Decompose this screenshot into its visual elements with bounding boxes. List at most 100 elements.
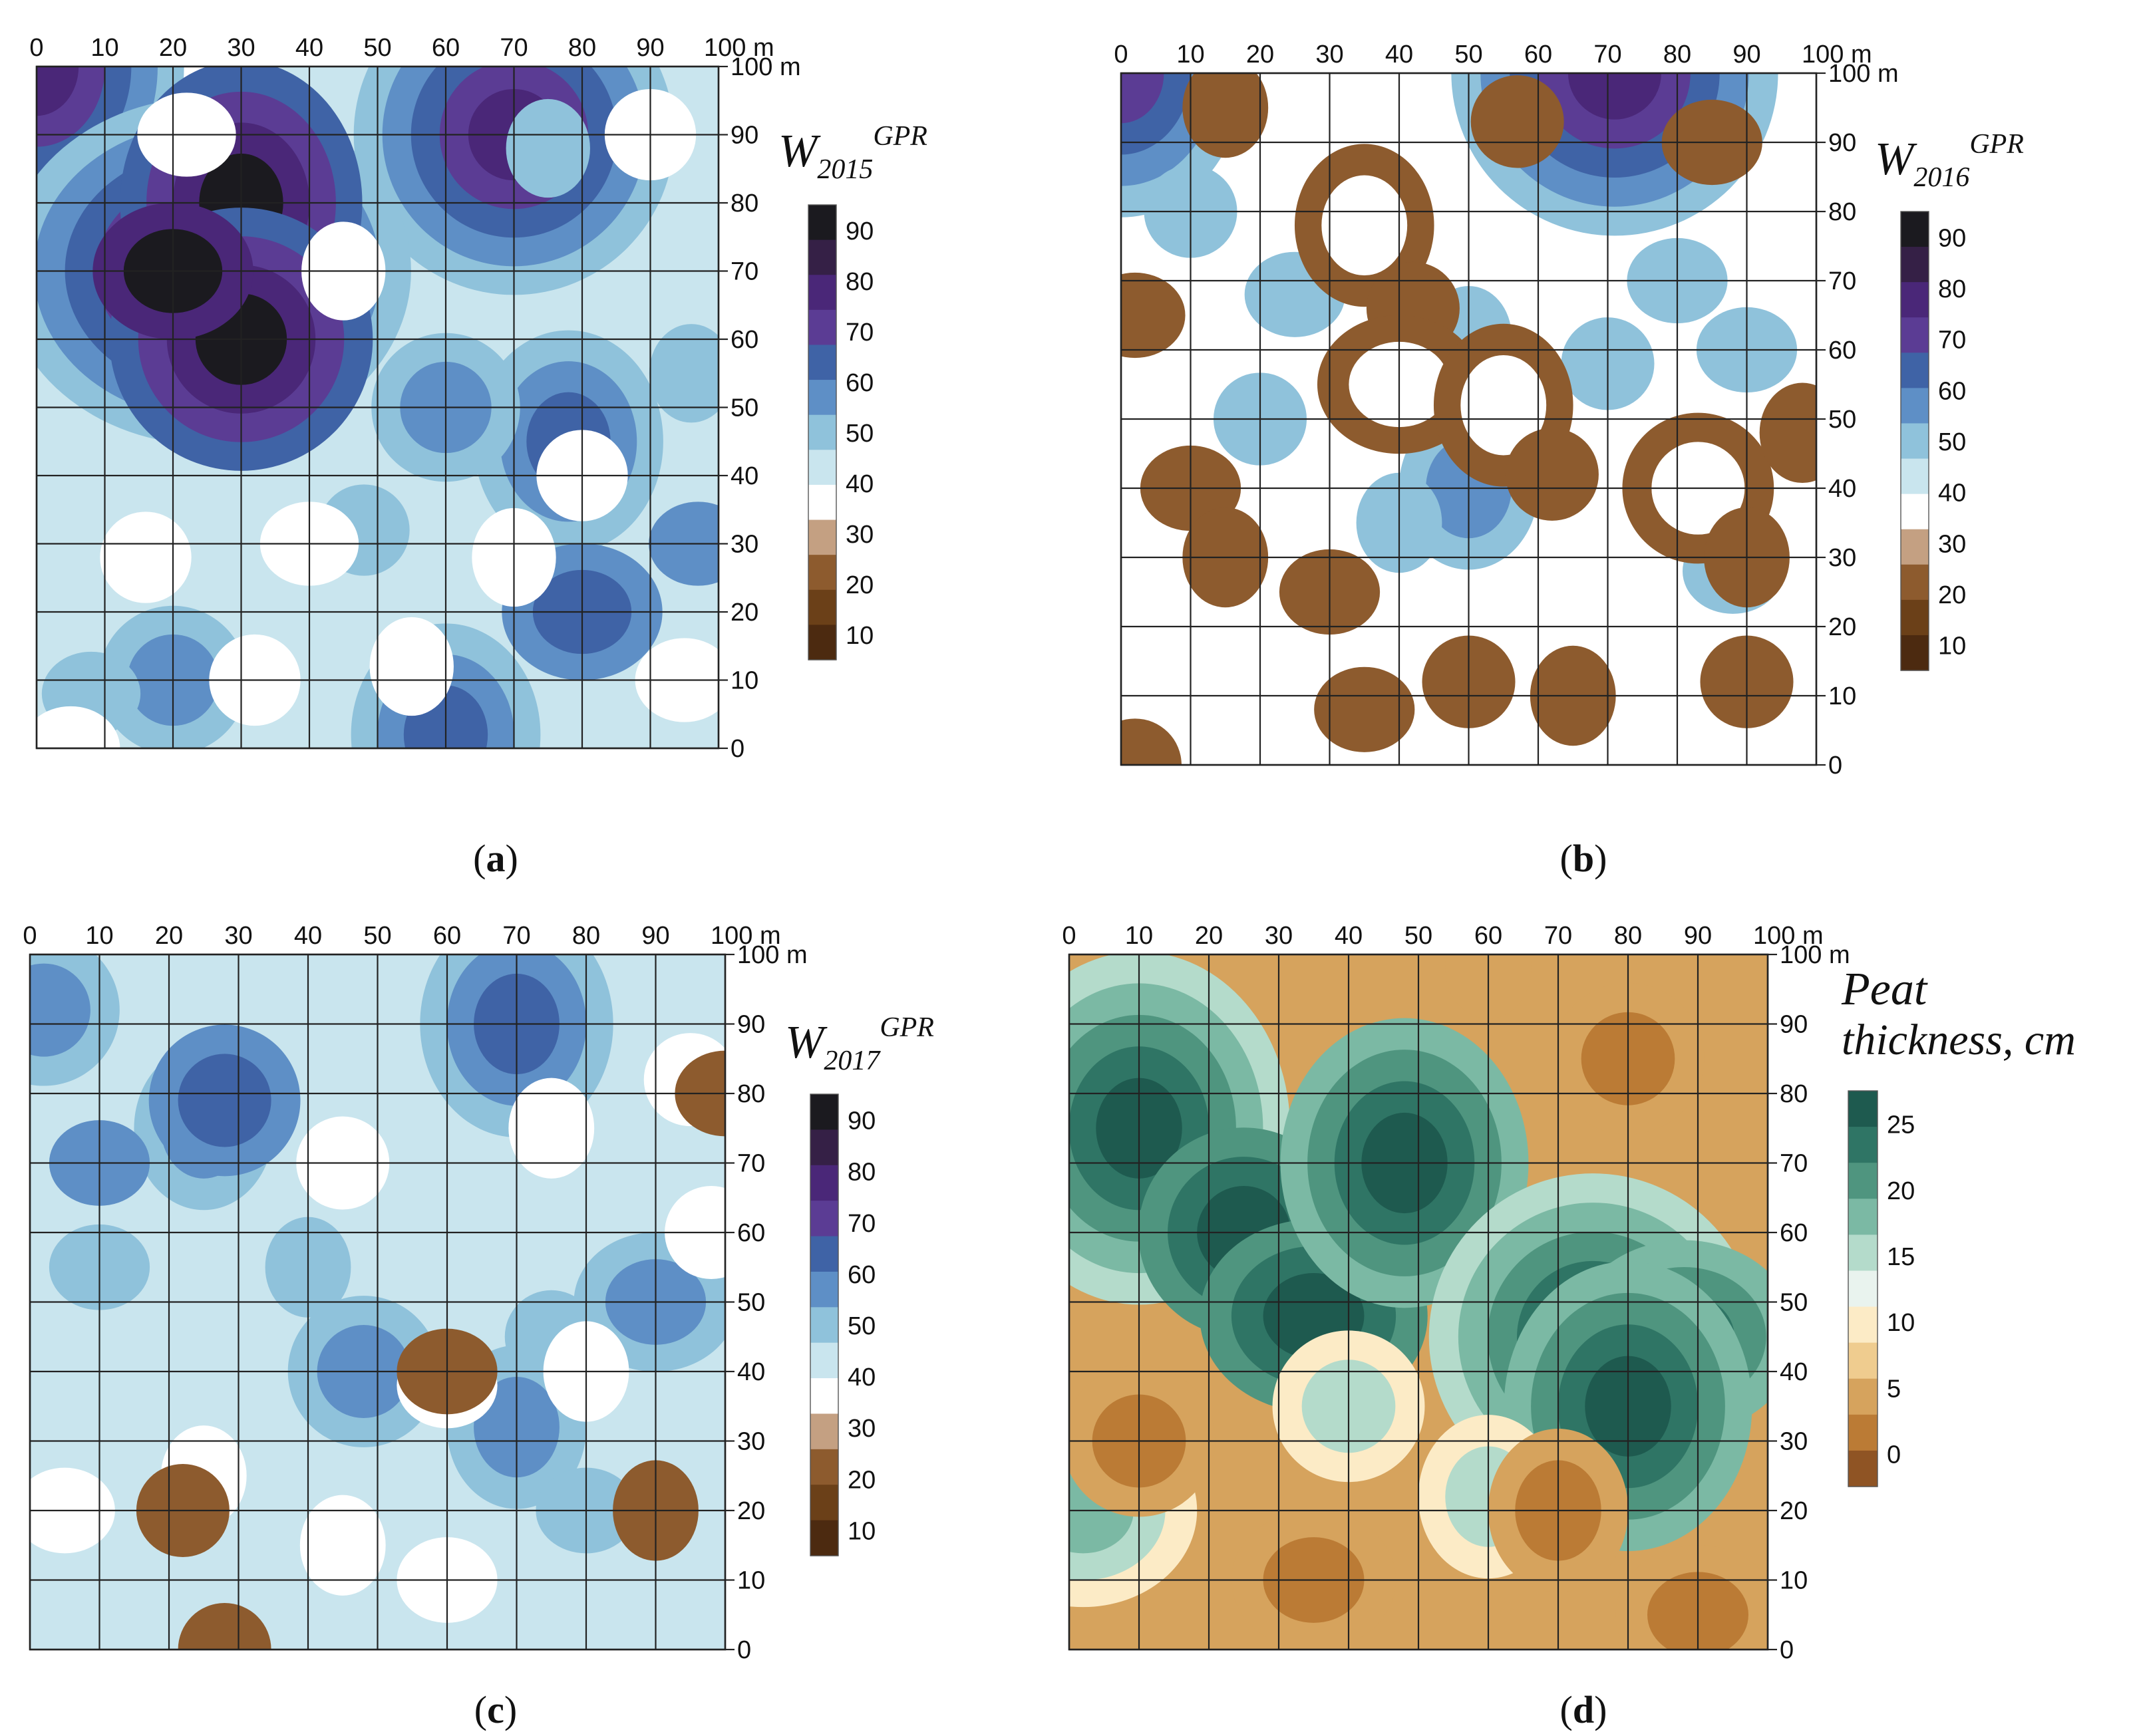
y-tick-label: 30 bbox=[737, 1428, 765, 1456]
legend-swatch bbox=[808, 589, 836, 625]
contour-blob bbox=[1567, 73, 1661, 120]
legend-swatch bbox=[808, 555, 836, 591]
legend-swatch bbox=[810, 1520, 838, 1556]
x-tick-label: 10 bbox=[1176, 41, 1204, 69]
x-tick-label: 50 bbox=[1404, 922, 1432, 950]
x-tick-label: 100 m bbox=[1753, 922, 1824, 950]
contour-blob bbox=[1121, 73, 1164, 124]
y-tick-label: 30 bbox=[1828, 544, 1856, 572]
contour-blob bbox=[369, 617, 454, 716]
panel-caption: (b) bbox=[1560, 837, 1607, 880]
y-tick-label: 90 bbox=[1828, 129, 1856, 157]
color-legend: 90 80 70 60 50 40 30 20 10 bbox=[808, 204, 874, 660]
y-tick-label: 90 bbox=[1780, 1011, 1808, 1039]
x-tick-label: 60 bbox=[1474, 922, 1502, 950]
legend-swatch bbox=[808, 519, 836, 555]
contour-blob bbox=[1759, 382, 1816, 484]
x-tick-label: 20 bbox=[1195, 922, 1223, 950]
legend-label: 10 bbox=[848, 1517, 876, 1545]
x-tick-label: 20 bbox=[155, 922, 183, 950]
y-tick-label: 90 bbox=[731, 122, 758, 150]
legend-swatch bbox=[1901, 494, 1929, 530]
legend-swatch bbox=[808, 414, 836, 450]
legend-label: 20 bbox=[848, 1466, 876, 1494]
legend-swatch bbox=[810, 1449, 838, 1485]
legend-label: 70 bbox=[848, 1210, 876, 1238]
contour-blob bbox=[100, 511, 192, 603]
legend-label: 10 bbox=[846, 622, 874, 650]
y-tick-label: 40 bbox=[737, 1358, 765, 1386]
legend-swatch bbox=[1901, 564, 1929, 601]
legend-swatch bbox=[1901, 599, 1929, 636]
color-legend: 90 80 70 60 50 40 30 20 10 bbox=[1900, 211, 1966, 671]
legend-swatch bbox=[1848, 1234, 1878, 1272]
legend-label: 70 bbox=[1938, 327, 1966, 355]
x-tick-label: 80 bbox=[572, 922, 600, 950]
legend-swatch bbox=[808, 205, 836, 241]
y-tick-label: 0 bbox=[1780, 1636, 1794, 1664]
legend-swatch bbox=[810, 1378, 838, 1415]
color-legend: 25 20 15 10 5 0 bbox=[1848, 1090, 1915, 1487]
legend-swatch bbox=[810, 1201, 838, 1237]
legend-swatch bbox=[810, 1342, 838, 1379]
legend-swatch bbox=[1848, 1342, 1878, 1379]
legend-swatch bbox=[1848, 1091, 1878, 1127]
y-tick-label: 80 bbox=[737, 1080, 765, 1108]
legend-swatch bbox=[810, 1413, 838, 1450]
contour-blob bbox=[1460, 355, 1547, 456]
contour-blob bbox=[37, 706, 120, 748]
legend-swatch bbox=[1901, 529, 1929, 565]
contour-blob bbox=[37, 67, 79, 116]
y-tick-label: 0 bbox=[1828, 752, 1842, 780]
contour-blob bbox=[1182, 73, 1269, 158]
legend-label: 20 bbox=[1887, 1177, 1915, 1205]
x-tick-label: 90 bbox=[641, 922, 669, 950]
y-tick-label: 70 bbox=[1828, 267, 1856, 295]
contour-blob bbox=[178, 1603, 271, 1650]
legend-swatch bbox=[1901, 212, 1929, 247]
y-tick-label: 80 bbox=[1828, 198, 1856, 226]
x-tick-label: 100 m bbox=[1802, 41, 1872, 69]
y-tick-label: 60 bbox=[1780, 1219, 1808, 1247]
y-tick-label: 70 bbox=[737, 1150, 765, 1178]
legend-label: 60 bbox=[846, 369, 874, 397]
x-tick-label: 60 bbox=[432, 34, 460, 62]
legend-label: 5 bbox=[1887, 1375, 1901, 1403]
x-tick-label: 40 bbox=[295, 34, 323, 62]
legend-label: 90 bbox=[848, 1107, 876, 1135]
y-tick-label: 20 bbox=[737, 1497, 765, 1525]
y-tick-label: 60 bbox=[1828, 337, 1856, 364]
contour-blob bbox=[30, 963, 90, 1057]
y-tick-label: 0 bbox=[737, 1636, 751, 1664]
x-tick-label: 90 bbox=[1684, 922, 1712, 950]
y-tick-label: 80 bbox=[1780, 1080, 1808, 1108]
x-tick-label: 40 bbox=[294, 922, 322, 950]
legend-label: 30 bbox=[1938, 530, 1966, 558]
x-tick-label: 80 bbox=[568, 34, 596, 62]
x-tick-label: 30 bbox=[1265, 922, 1293, 950]
legend-label: 50 bbox=[848, 1312, 876, 1340]
y-tick-label: 100 m bbox=[1780, 941, 1850, 969]
x-tick-label: 10 bbox=[1125, 922, 1153, 950]
legend-label: 80 bbox=[1938, 275, 1966, 303]
legend-label: 30 bbox=[846, 521, 874, 549]
y-tick-label: 100 m bbox=[731, 53, 801, 81]
color-legend: 90 80 70 60 50 40 30 20 10 bbox=[810, 1093, 876, 1556]
contour-blob bbox=[1505, 428, 1599, 521]
y-tick-label: 40 bbox=[1828, 475, 1856, 503]
x-tick-label: 30 bbox=[224, 922, 252, 950]
panel-caption: (c) bbox=[474, 1688, 517, 1731]
y-tick-label: 30 bbox=[1780, 1428, 1808, 1456]
x-tick-label: 70 bbox=[500, 34, 528, 62]
legend-label: 70 bbox=[846, 319, 874, 347]
legend-swatch bbox=[1901, 317, 1929, 353]
contour-blob bbox=[1321, 175, 1408, 276]
legend-swatch bbox=[1901, 423, 1929, 460]
legend-label: 50 bbox=[846, 420, 874, 448]
legend-label: 60 bbox=[848, 1261, 876, 1289]
legend-label: 60 bbox=[1938, 377, 1966, 405]
legend-swatch bbox=[808, 275, 836, 311]
